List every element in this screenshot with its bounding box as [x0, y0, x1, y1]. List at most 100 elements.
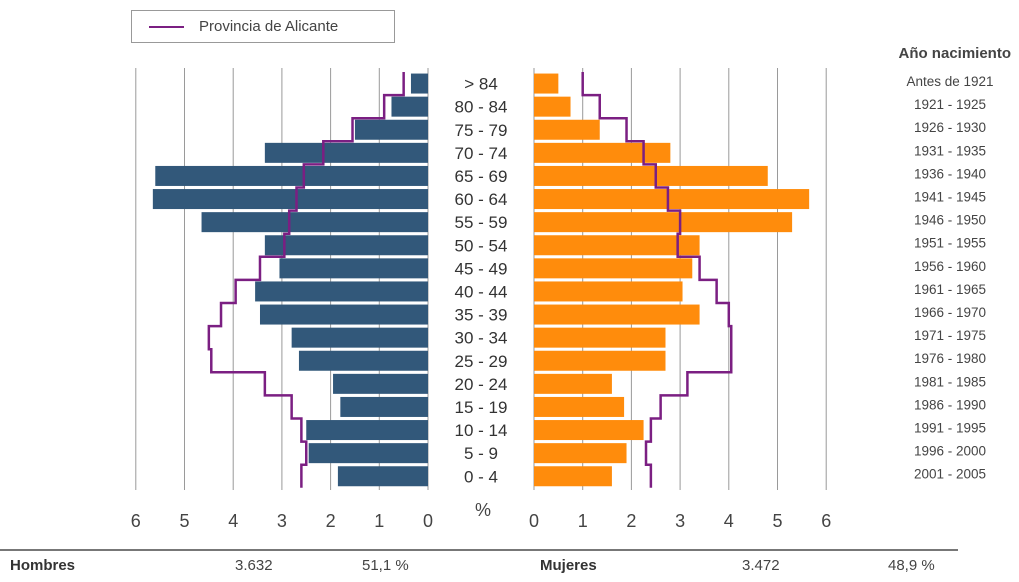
- tick-left-3: 3: [277, 511, 287, 531]
- tick-right-6: 6: [821, 511, 831, 531]
- bar-hombres-4: [155, 165, 428, 186]
- bar-hombres-15: [306, 420, 428, 441]
- age-label-12: 25 - 29: [455, 352, 508, 371]
- province-step-line-right: [581, 72, 733, 488]
- hombres-count: 3.632: [235, 557, 273, 574]
- mujeres-label: Mujeres: [540, 557, 597, 574]
- legend: Provincia de Alicante: [131, 10, 395, 43]
- age-label-2: 75 - 79: [455, 121, 508, 140]
- tick-left-4: 4: [228, 511, 238, 531]
- bar-mujeres-6: [534, 212, 793, 233]
- birth-year-label-17: 2001 - 2005: [914, 467, 986, 482]
- bar-mujeres-8: [534, 258, 693, 279]
- age-label-9: 40 - 44: [455, 282, 508, 301]
- birth-year-label-0: Antes de 1921: [906, 74, 993, 89]
- footer-divider: [0, 549, 958, 551]
- tick-left-6: 6: [131, 511, 141, 531]
- bar-mujeres-10: [534, 304, 700, 325]
- age-label-8: 45 - 49: [455, 259, 508, 278]
- bar-hombres-9: [255, 281, 428, 302]
- birth-year-label-9: 1961 - 1965: [914, 282, 986, 297]
- birth-year-label-7: 1951 - 1955: [914, 236, 986, 251]
- bar-hombres-8: [279, 258, 428, 279]
- bar-hombres-1: [391, 96, 428, 117]
- mujeres-percent: 48,9 %: [888, 557, 935, 574]
- hombres-percent: 51,1 %: [362, 557, 409, 574]
- age-label-4: 65 - 69: [455, 167, 508, 186]
- legend-label: Provincia de Alicante: [199, 18, 339, 35]
- tick-right-2: 2: [626, 511, 636, 531]
- birth-year-label-5: 1941 - 1945: [914, 190, 986, 205]
- age-label-1: 80 - 84: [455, 98, 508, 117]
- age-label-15: 10 - 14: [455, 421, 508, 440]
- bar-hombres-5: [152, 189, 428, 210]
- bar-mujeres-5: [534, 189, 810, 210]
- birth-year-label-3: 1931 - 1935: [914, 143, 986, 158]
- bar-hombres-3: [264, 142, 428, 163]
- mujeres-count: 3.472: [742, 557, 780, 574]
- age-label-6: 55 - 59: [455, 213, 508, 232]
- birth-year-label-14: 1986 - 1990: [914, 397, 986, 412]
- bar-hombres-11: [291, 327, 428, 348]
- bar-mujeres-2: [534, 119, 600, 140]
- bar-mujeres-9: [534, 281, 683, 302]
- birth-year-label-8: 1956 - 1960: [914, 259, 986, 274]
- age-label-17: 0 - 4: [464, 467, 498, 486]
- age-label-10: 35 - 39: [455, 306, 508, 325]
- bar-mujeres-11: [534, 327, 666, 348]
- tick-left-2: 2: [326, 511, 336, 531]
- bar-mujeres-17: [534, 466, 612, 487]
- tick-left-0: 0: [423, 511, 433, 531]
- birth-year-label-11: 1971 - 1975: [914, 328, 986, 343]
- birth-year-title: Año nacimiento: [898, 45, 1011, 62]
- bar-mujeres-13: [534, 373, 612, 394]
- bar-mujeres-15: [534, 420, 644, 441]
- age-label-3: 70 - 74: [455, 144, 508, 163]
- population-pyramid-chart: > 84 80 - 84 75 - 79 70 - 74 65 - 69 60 - 64 5…: [131, 68, 994, 531]
- bar-mujeres-7: [534, 235, 700, 256]
- age-label-5: 60 - 64: [455, 190, 508, 209]
- bar-hombres-17: [337, 466, 428, 487]
- birth-year-label-12: 1976 - 1980: [914, 351, 986, 366]
- age-label-0: > 84: [464, 75, 498, 94]
- legend-line-swatch: [149, 26, 184, 28]
- age-label-11: 30 - 34: [455, 329, 508, 348]
- bar-hombres-6: [201, 212, 428, 233]
- tick-right-4: 4: [724, 511, 734, 531]
- tick-left-1: 1: [374, 511, 384, 531]
- tick-right-5: 5: [772, 511, 782, 531]
- birth-year-label-1: 1921 - 1925: [914, 97, 986, 112]
- province-step-line-left: [207, 72, 405, 488]
- bar-mujeres-0: [534, 73, 559, 94]
- birth-year-label-16: 1996 - 2000: [914, 444, 986, 459]
- bar-mujeres-4: [534, 165, 768, 186]
- bar-hombres-10: [259, 304, 428, 325]
- birth-year-label-13: 1981 - 1985: [914, 374, 986, 389]
- bar-hombres-0: [410, 73, 428, 94]
- birth-year-label-2: 1926 - 1930: [914, 120, 986, 135]
- hombres-label: Hombres: [10, 557, 76, 574]
- bar-hombres-2: [354, 119, 428, 140]
- bar-mujeres-12: [534, 350, 666, 371]
- bar-mujeres-1: [534, 96, 571, 117]
- axis-unit-label: %: [475, 500, 491, 520]
- age-label-13: 20 - 24: [455, 375, 508, 394]
- birth-year-label-4: 1936 - 1940: [914, 166, 986, 181]
- birth-year-label-15: 1991 - 1995: [914, 421, 986, 436]
- birth-year-label-6: 1946 - 1950: [914, 213, 986, 228]
- tick-right-3: 3: [675, 511, 685, 531]
- bar-hombres-13: [333, 373, 428, 394]
- bar-hombres-16: [308, 443, 428, 464]
- bar-mujeres-3: [534, 142, 671, 163]
- bar-hombres-7: [264, 235, 428, 256]
- summary-footer: Hombres 3.632 51,1 % Mujeres 3.472 48,9 …: [0, 549, 1019, 579]
- age-label-16: 5 - 9: [464, 444, 498, 463]
- tick-right-0: 0: [529, 511, 539, 531]
- bar-mujeres-16: [534, 443, 627, 464]
- bar-mujeres-14: [534, 396, 625, 417]
- bar-hombres-14: [340, 396, 428, 417]
- age-label-7: 50 - 54: [455, 236, 508, 255]
- age-label-14: 15 - 19: [455, 398, 508, 417]
- birth-year-label-10: 1966 - 1970: [914, 305, 986, 320]
- bar-hombres-12: [298, 350, 428, 371]
